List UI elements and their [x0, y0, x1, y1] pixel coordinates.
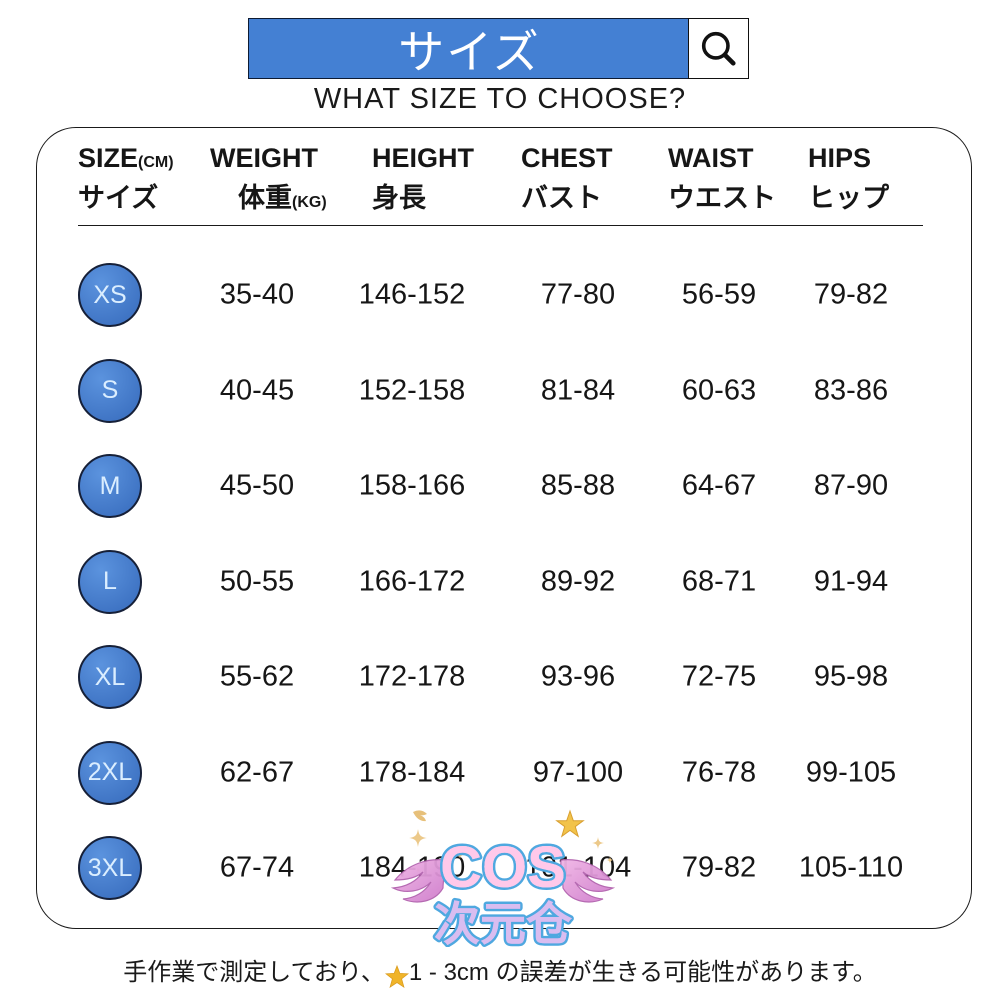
svg-text:次元仓: 次元仓	[434, 898, 573, 947]
svg-text:COS: COS	[440, 835, 566, 900]
